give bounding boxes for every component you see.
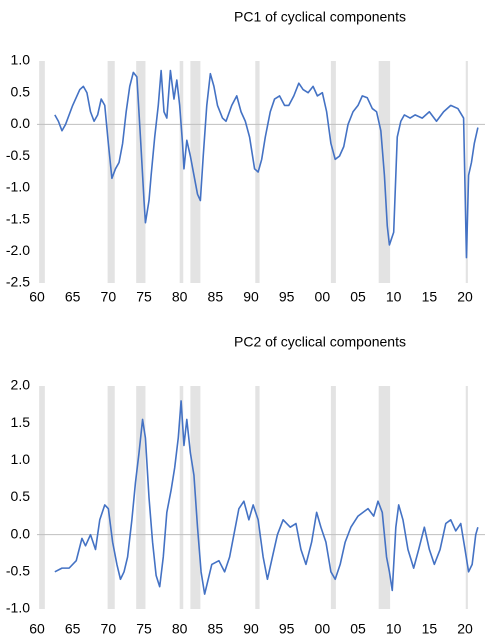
x-tick-label: 65 (65, 621, 81, 637)
x-tick-label: 95 (279, 621, 295, 637)
y-tick-label: 0.5 (11, 83, 31, 99)
y-tick-label: -1.0 (6, 179, 30, 195)
x-tick-label: 20 (457, 289, 473, 305)
y-tick-label: 1.0 (11, 451, 31, 467)
shaded-period (179, 386, 184, 609)
y-tick-label: 2.0 (11, 377, 31, 393)
shaded-period (465, 386, 468, 609)
shaded-period (39, 61, 45, 283)
y-tick-label: 1.5 (11, 414, 31, 430)
x-tick-label: 05 (350, 621, 366, 637)
y-tick-label: 0.0 (11, 115, 31, 131)
y-tick-label: 0.0 (11, 525, 31, 541)
x-tick-label: 00 (315, 621, 331, 637)
x-tick-label: 70 (101, 621, 117, 637)
x-tick-label: 90 (243, 289, 259, 305)
x-tick-label: 60 (29, 621, 45, 637)
x-tick-label: 95 (279, 289, 295, 305)
data-line (54, 400, 479, 595)
x-tick-label: 80 (172, 289, 188, 305)
y-tick-label: -0.5 (6, 147, 30, 163)
chart-title: PC2 of cyclical components (234, 334, 406, 350)
shaded-period (136, 61, 146, 283)
shaded-period (136, 386, 146, 609)
y-tick-label: -0.5 (6, 563, 30, 579)
x-tick-label: 90 (243, 621, 259, 637)
shaded-period (465, 61, 468, 283)
shaded-period (378, 386, 391, 609)
x-tick-label: 05 (350, 289, 366, 305)
shaded-period (330, 61, 336, 283)
shaded-period (190, 61, 201, 283)
y-tick-label: -1.0 (6, 600, 30, 616)
x-tick-label: 10 (386, 621, 402, 637)
y-tick-label: 0.5 (11, 488, 31, 504)
x-tick-label: 85 (208, 621, 224, 637)
y-tick-label: 1.0 (11, 52, 31, 68)
x-tick-label: 70 (101, 289, 117, 305)
y-tick-label: -2.5 (6, 274, 30, 290)
x-tick-label: 20 (457, 621, 473, 637)
shaded-period (39, 386, 45, 609)
y-tick-label: -2.0 (6, 242, 30, 258)
x-tick-label: 75 (136, 289, 152, 305)
x-tick-label: 10 (386, 289, 402, 305)
shaded-period (179, 61, 184, 283)
shaded-period (330, 386, 336, 609)
x-tick-label: 85 (208, 289, 224, 305)
x-tick-label: 00 (315, 289, 331, 305)
data-line (54, 69, 479, 259)
chart-title: PC1 of cyclical components (234, 9, 406, 25)
x-tick-label: 60 (29, 289, 45, 305)
x-tick-label: 15 (422, 621, 438, 637)
shaded-period (255, 386, 260, 609)
y-tick-label: -1.5 (6, 210, 30, 226)
shaded-period (107, 386, 115, 609)
x-tick-label: 80 (172, 621, 188, 637)
x-tick-label: 15 (422, 289, 438, 305)
x-tick-label: 65 (65, 289, 81, 305)
x-tick-label: 75 (136, 621, 152, 637)
